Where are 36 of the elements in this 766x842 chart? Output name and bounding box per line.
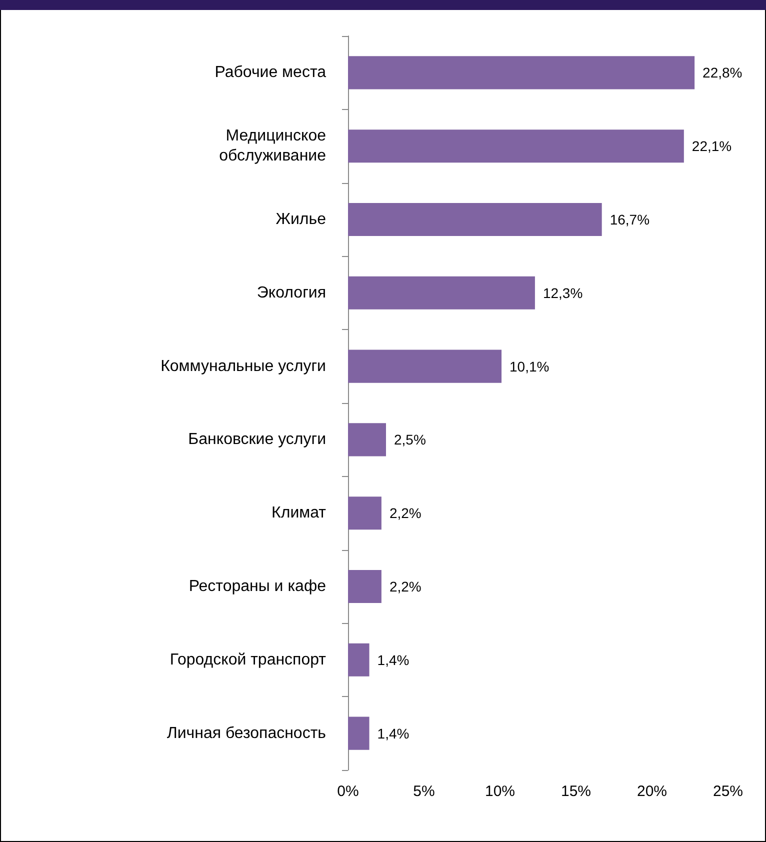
bar xyxy=(348,276,535,310)
data-label: 16,7% xyxy=(610,212,650,228)
x-tick-label: 10% xyxy=(484,783,516,800)
bar xyxy=(348,496,382,530)
x-tick-label: 25% xyxy=(712,783,744,800)
y-tick-label: Рестораны и кафе xyxy=(188,578,326,595)
y-tick-label: Городской транспорт xyxy=(170,651,327,668)
x-tick-label: 15% xyxy=(560,783,592,800)
bar xyxy=(348,202,602,236)
data-label: 1,4% xyxy=(377,725,410,742)
data-label: 22,1% xyxy=(692,138,732,154)
y-tick-label: Экология xyxy=(256,284,326,302)
bar xyxy=(348,56,695,90)
bar xyxy=(348,130,684,163)
bar xyxy=(348,570,382,604)
y-tick-label: Рабочие места xyxy=(214,64,326,82)
bar xyxy=(348,350,502,383)
bar xyxy=(348,643,370,676)
x-tick-label: 0% xyxy=(337,783,359,800)
bar xyxy=(348,423,386,456)
y-tick-label: Жилье xyxy=(276,211,326,228)
x-tick-label: 20% xyxy=(636,783,668,800)
y-tick-label: Коммунальные услуги xyxy=(160,358,326,375)
x-tick-label: 5% xyxy=(413,783,435,800)
data-label: 22,8% xyxy=(702,64,742,81)
y-tick-label: Климат xyxy=(272,504,327,522)
data-label: 1,4% xyxy=(377,652,410,668)
y-tick-label: Медицинское обслуживание xyxy=(219,128,326,165)
data-label: 2,5% xyxy=(394,432,426,448)
y-tick-label: Личная безопасность xyxy=(166,724,326,742)
y-tick-label: Банковские услуги xyxy=(188,431,326,448)
data-label: 2,2% xyxy=(389,578,422,594)
data-label: 10,1% xyxy=(510,358,550,374)
bar xyxy=(348,716,370,750)
data-label: 2,2% xyxy=(389,505,422,522)
data-label: 12,3% xyxy=(542,284,583,301)
